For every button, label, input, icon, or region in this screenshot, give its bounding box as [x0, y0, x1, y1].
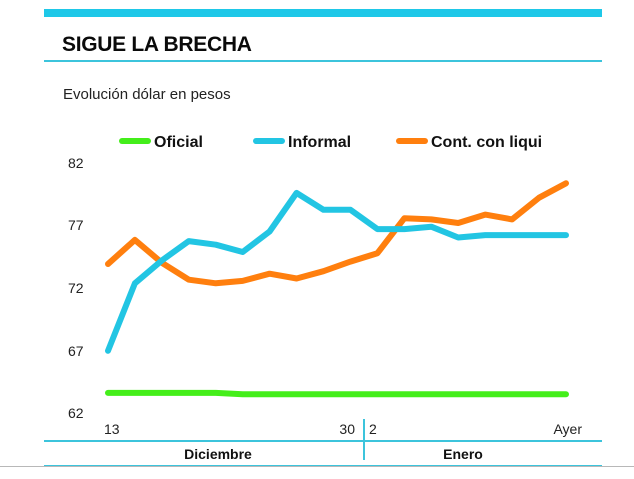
y-axis: 82 77 72 67 62: [68, 155, 84, 421]
x-tick-label: Ayer: [553, 421, 582, 437]
bottom-divider: [0, 466, 634, 467]
chart-title: SIGUE LA BRECHA: [62, 33, 252, 56]
x-tick-label: 2: [369, 421, 377, 437]
legend-label-2: Cont. con liqui: [431, 134, 542, 151]
y-tick-label: 62: [68, 405, 84, 421]
x-axis: 13 30 2 Ayer: [104, 421, 582, 437]
legend-label-1: Informal: [288, 134, 351, 151]
y-tick-label: 67: [68, 343, 84, 359]
y-tick-label: 77: [68, 217, 84, 233]
month-label: Diciembre: [184, 446, 252, 462]
legend-label-0: Oficial: [154, 134, 203, 151]
chart-subtitle: Evolución dólar en pesos: [63, 86, 231, 103]
month-label: Enero: [443, 446, 483, 462]
series-line-cont-con-liqui: [105, 180, 569, 287]
legend: Oficial Informal Cont. con liqui: [119, 134, 542, 151]
x-tick-label: 13: [104, 421, 120, 437]
series-line-informal: [105, 189, 569, 354]
y-tick-label: 82: [68, 155, 84, 171]
x-tick-label: 30: [339, 421, 355, 437]
top-accent-bar: [44, 9, 602, 17]
y-tick-label: 72: [68, 280, 84, 296]
series-lines: [105, 180, 569, 398]
month-band: Diciembre Enero: [44, 419, 602, 467]
series-line-oficial: [105, 389, 569, 398]
title-divider: [44, 60, 602, 62]
